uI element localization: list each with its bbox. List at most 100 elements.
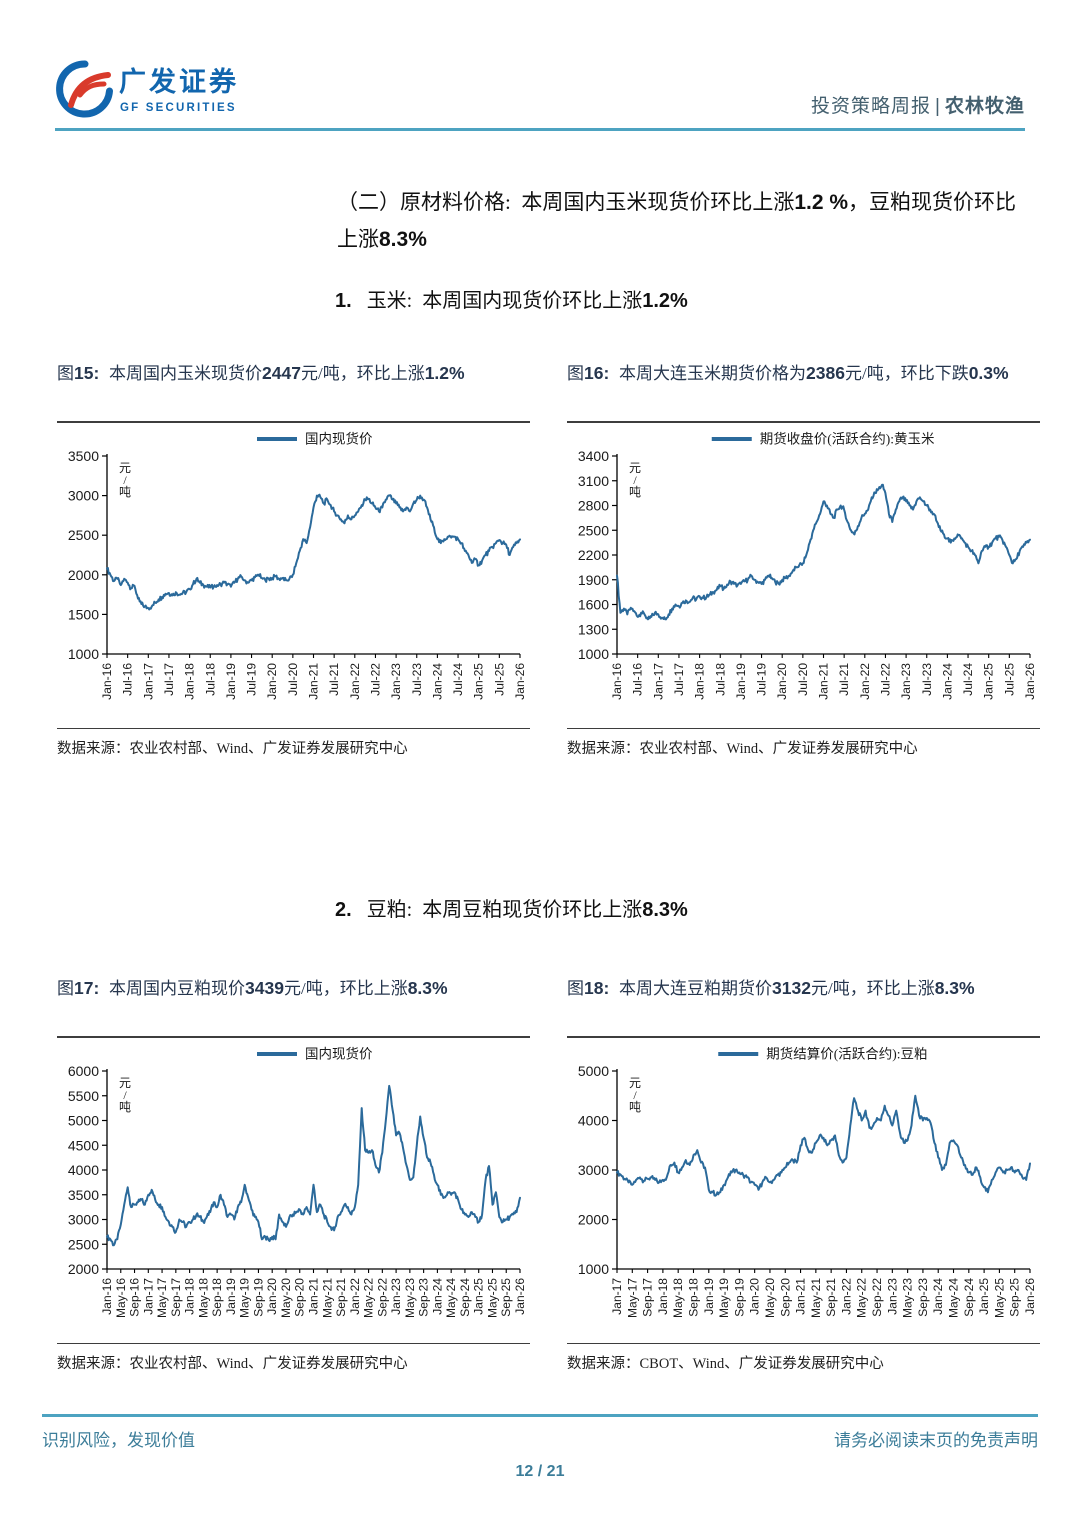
svg-text:Jan-19: Jan-19 (734, 663, 748, 700)
figure-17-chart: 600055005000450040003500300025002000Jan-… (68, 1046, 527, 1319)
source-text: 农业农村部、Wind、广发证券发展研究中心 (129, 1356, 408, 1372)
svg-text:1900: 1900 (578, 572, 609, 588)
svg-text:3000: 3000 (68, 1212, 99, 1228)
svg-text:3500: 3500 (68, 448, 99, 464)
svg-text:May-21: May-21 (809, 1278, 823, 1318)
svg-text:Jan-23: Jan-23 (389, 1278, 403, 1315)
svg-text:4000: 4000 (578, 1113, 609, 1129)
svg-text:Jan-16: Jan-16 (100, 1278, 114, 1315)
svg-text:1000: 1000 (578, 646, 609, 662)
svg-text:May-16: May-16 (114, 1278, 128, 1318)
svg-text:May-18: May-18 (196, 1278, 210, 1318)
svg-text:May-20: May-20 (763, 1278, 777, 1318)
svg-text:Jul-19: Jul-19 (245, 663, 259, 696)
figure-15-title: 图15: 本周国内玉米现货价2447元/吨，环比上涨1.2% (57, 360, 530, 423)
source-text: CBOT、Wind、广发证券发展研究中心 (639, 1356, 884, 1372)
svg-text:2500: 2500 (578, 522, 609, 538)
svg-text:May-18: May-18 (671, 1278, 685, 1318)
svg-text:Jan-21: Jan-21 (307, 1278, 321, 1315)
header-separator: | (935, 96, 941, 117)
svg-text:Jul-21: Jul-21 (837, 663, 851, 696)
svg-text:Jan-17: Jan-17 (651, 663, 665, 700)
svg-text:5000: 5000 (578, 1063, 609, 1079)
svg-text:Jan-20: Jan-20 (775, 663, 789, 700)
source-label: 数据来源： (567, 741, 640, 757)
svg-text:Jan-18: Jan-18 (693, 663, 707, 700)
section-heading: （二）原材料价格: 本周国内玉米现货价环比上涨1.2 %，豆粕现货价环比上涨8.… (337, 190, 1017, 251)
svg-text:3100: 3100 (578, 473, 609, 489)
svg-text:期货收盘价(活跃合约):黄玉米: 期货收盘价(活跃合约):黄玉米 (760, 431, 935, 447)
sector-label: 农林牧渔 (944, 96, 1025, 117)
svg-text:Jul-20: Jul-20 (286, 663, 300, 696)
svg-text:Sep-18: Sep-18 (686, 1278, 700, 1317)
svg-text:Jan-17: Jan-17 (141, 663, 155, 700)
svg-text:May-25: May-25 (485, 1278, 499, 1318)
svg-text:Jul-19: Jul-19 (755, 663, 769, 696)
svg-text:Sep-24: Sep-24 (458, 1278, 472, 1317)
svg-text:Jan-26: Jan-26 (1023, 1278, 1037, 1315)
svg-text:期货结算价(活跃合约):豆粕: 期货结算价(活跃合约):豆粕 (766, 1046, 927, 1062)
svg-text:5500: 5500 (68, 1088, 99, 1104)
svg-text:4500: 4500 (68, 1137, 99, 1153)
subsection-1-heading: 1. 玉米: 本周国内现货价环比上涨1.2% (335, 290, 688, 312)
svg-text:Jul-23: Jul-23 (410, 663, 424, 696)
svg-text:2200: 2200 (578, 547, 609, 563)
figure-18-title: 图18: 本周大连豆粕期货价3132元/吨，环比上涨8.3% (567, 975, 1040, 1038)
svg-text:Jul-16: Jul-16 (631, 663, 645, 696)
source-label: 数据来源： (567, 1356, 640, 1372)
svg-text:Sep-19: Sep-19 (732, 1278, 746, 1317)
svg-text:Jul-22: Jul-22 (368, 663, 382, 696)
svg-text:2000: 2000 (578, 1212, 609, 1228)
svg-text:May-22: May-22 (362, 1278, 376, 1318)
svg-text:Jan-25: Jan-25 (982, 663, 996, 700)
svg-text:1300: 1300 (578, 621, 609, 637)
svg-text:Jul-24: Jul-24 (961, 663, 975, 696)
svg-text:Sep-25: Sep-25 (499, 1278, 513, 1317)
svg-text:元/吨: 元/吨 (119, 1076, 131, 1114)
page-header: 广发证券 GF SECURITIES 投资策略周报 | 农林牧渔 (55, 60, 1025, 131)
svg-text:3500: 3500 (68, 1187, 99, 1203)
report-header-label: 投资策略周报 | 农林牧渔 (811, 91, 1025, 120)
svg-text:3000: 3000 (68, 488, 99, 504)
svg-text:Jan-19: Jan-19 (224, 1278, 238, 1315)
gf-logo-cn-text: 广发证券 (119, 66, 239, 97)
svg-text:Jan-21: Jan-21 (817, 663, 831, 700)
svg-text:Sep-25: Sep-25 (1008, 1278, 1022, 1317)
svg-text:3000: 3000 (578, 1162, 609, 1178)
svg-text:元/吨: 元/吨 (629, 1076, 641, 1114)
svg-text:Jul-16: Jul-16 (121, 663, 135, 696)
svg-text:Jul-24: Jul-24 (451, 663, 465, 696)
svg-text:May-17: May-17 (625, 1278, 639, 1318)
svg-text:Sep-20: Sep-20 (778, 1278, 792, 1317)
svg-text:Sep-17: Sep-17 (169, 1278, 183, 1317)
svg-text:May-25: May-25 (992, 1278, 1006, 1318)
svg-text:Jan-23: Jan-23 (389, 663, 403, 700)
source-label: 数据来源： (57, 1356, 130, 1372)
svg-text:Jan-19: Jan-19 (702, 1278, 716, 1315)
svg-text:5000: 5000 (68, 1113, 99, 1129)
svg-text:1000: 1000 (578, 1261, 609, 1277)
svg-text:Jan-18: Jan-18 (656, 1278, 670, 1315)
svg-text:Jul-20: Jul-20 (796, 663, 810, 696)
svg-text:May-19: May-19 (238, 1278, 252, 1318)
svg-text:Jan-26: Jan-26 (1023, 663, 1037, 700)
subsection-2-heading: 2. 豆粕: 本周豆粕现货价环比上涨8.3% (335, 899, 688, 921)
svg-text:元/吨: 元/吨 (119, 461, 131, 499)
svg-text:2800: 2800 (578, 498, 609, 514)
svg-text:Jan-21: Jan-21 (307, 663, 321, 700)
svg-text:1500: 1500 (68, 606, 99, 622)
footer-slogan: 识别风险，发现价值 (42, 1431, 195, 1450)
svg-text:Jan-18: Jan-18 (183, 663, 197, 700)
svg-text:Jan-24: Jan-24 (940, 663, 954, 700)
svg-text:May-22: May-22 (855, 1278, 869, 1318)
svg-text:Jul-21: Jul-21 (327, 663, 341, 696)
svg-text:3400: 3400 (578, 448, 609, 464)
gf-logo-en-text: GF SECURITIES (120, 102, 237, 114)
svg-text:Jul-25: Jul-25 (1002, 663, 1016, 696)
svg-text:Jan-26: Jan-26 (513, 663, 527, 700)
svg-text:Jul-18: Jul-18 (713, 663, 727, 696)
svg-text:Jan-23: Jan-23 (899, 663, 913, 700)
svg-text:2000: 2000 (68, 1261, 99, 1277)
page-number: 12 / 21 (515, 1463, 565, 1480)
svg-text:Jul-23: Jul-23 (920, 663, 934, 696)
